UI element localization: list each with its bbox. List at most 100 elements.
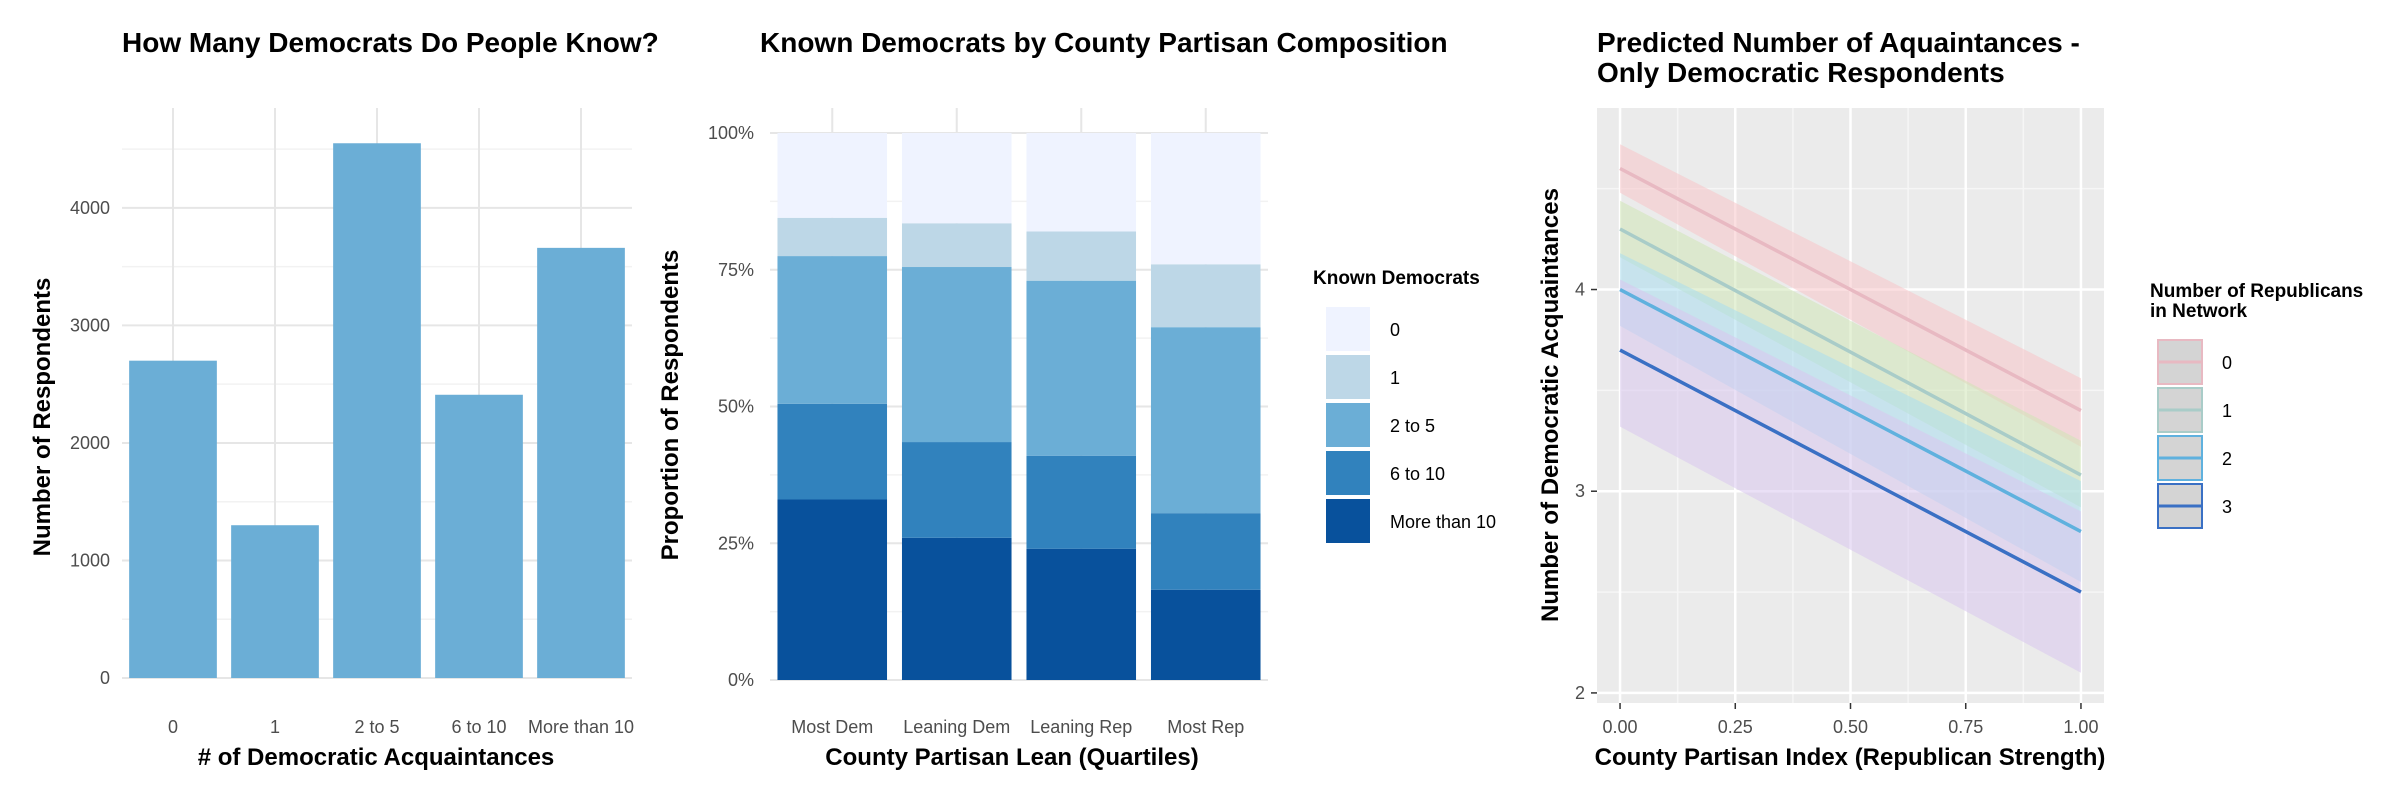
legend-swatch bbox=[1326, 355, 1370, 399]
stacked-bar-segment bbox=[1150, 133, 1261, 265]
chart-1: How Many Democrats Do People Know? 0 1000… bbox=[29, 27, 659, 771]
legend-label: 6 to 10 bbox=[1390, 464, 1445, 484]
chart-2: Known Democrats by County Partisan Compo… bbox=[657, 27, 1496, 771]
chart-2-bars bbox=[777, 133, 1261, 680]
stacked-bar-segment bbox=[901, 133, 1012, 224]
chart-2-y-ticks: 0% 25% 50% 75% 100% bbox=[708, 123, 754, 690]
stacked-bar-segment bbox=[1150, 264, 1261, 328]
stacked-bar-segment bbox=[901, 442, 1012, 538]
chart-3-y-axis-title: Number of Democratic Acquaintances bbox=[1537, 188, 1564, 622]
stacked-bar-segment bbox=[1150, 327, 1261, 514]
chart-3-y-ticks: 2 3 4 bbox=[1575, 280, 1597, 703]
x-tick-label: Most Dem bbox=[791, 717, 873, 737]
x-tick-label: Most Rep bbox=[1167, 717, 1244, 737]
legend-swatch bbox=[1326, 403, 1370, 447]
legend-label: 0 bbox=[1390, 320, 1400, 340]
x-tick-label: 1 bbox=[270, 717, 280, 737]
chart-3-legend-title: Number of Republicans bbox=[2150, 281, 2363, 302]
chart-1-y-ticks: 0 1000 2000 3000 4000 bbox=[70, 198, 110, 688]
confidence-band bbox=[1620, 144, 2081, 447]
y-tick-label: 1000 bbox=[70, 550, 110, 570]
y-tick-label: 3000 bbox=[70, 315, 110, 335]
x-tick-label: 0.25 bbox=[1718, 717, 1753, 737]
stacked-bar-segment bbox=[1150, 513, 1261, 590]
x-tick-label: 0.75 bbox=[1948, 717, 1983, 737]
y-tick-label: 2000 bbox=[70, 433, 110, 453]
x-tick-label: More than 10 bbox=[528, 717, 634, 737]
stacked-bar-segment bbox=[777, 217, 888, 257]
x-tick-label: 0 bbox=[168, 717, 178, 737]
chart-2-y-axis-title: Proportion of Respondents bbox=[657, 250, 684, 561]
chart-3-title-line2: Only Democratic Respondents bbox=[1597, 57, 2005, 88]
y-tick-label: 25% bbox=[718, 533, 754, 553]
legend-swatch bbox=[1326, 451, 1370, 495]
chart-3-confidence-bands bbox=[1620, 144, 2081, 673]
legend-swatch bbox=[1326, 307, 1370, 351]
chart-3-lines bbox=[1619, 166, 2082, 594]
legend-label: 1 bbox=[1390, 368, 1400, 388]
confidence-band bbox=[1620, 279, 2081, 673]
chart-2-title: Known Democrats by County Partisan Compo… bbox=[760, 27, 1448, 58]
x-tick-label: 0.50 bbox=[1833, 717, 1868, 737]
y-tick-label: 2 bbox=[1575, 683, 1585, 703]
stacked-bar-segment bbox=[901, 537, 1012, 680]
chart-2-x-ticks: Most Dem Leaning Dem Leaning Rep Most Rep bbox=[791, 717, 1244, 737]
y-tick-label: 4 bbox=[1575, 280, 1585, 300]
legend-label: 2 bbox=[2222, 449, 2232, 469]
bar bbox=[537, 247, 625, 679]
y-tick-label: 75% bbox=[718, 260, 754, 280]
stacked-bar-segment bbox=[901, 223, 1012, 268]
legend-label: More than 10 bbox=[1390, 512, 1496, 532]
chart-1-x-ticks: 0 1 2 to 5 6 to 10 More than 10 bbox=[168, 717, 634, 737]
legend-label: 2 to 5 bbox=[1390, 416, 1435, 436]
bar bbox=[333, 143, 421, 678]
stacked-bar-segment bbox=[777, 133, 888, 218]
stacked-bar-segment bbox=[901, 267, 1012, 443]
chart-1-y-axis-title: Number of Respondents bbox=[29, 278, 56, 557]
stacked-bar-segment bbox=[1026, 231, 1137, 281]
legend-label: 0 bbox=[2222, 353, 2232, 373]
x-tick-label: 2 to 5 bbox=[354, 717, 399, 737]
x-tick-label: Leaning Dem bbox=[903, 717, 1010, 737]
bar bbox=[435, 394, 523, 678]
stacked-bar-segment bbox=[1026, 133, 1137, 232]
legend-label: 3 bbox=[2222, 497, 2232, 517]
chart-3: Predicted Number of Aquaintances - Only … bbox=[1537, 27, 2363, 771]
stacked-bar-segment bbox=[777, 499, 888, 680]
chart-2-x-axis-title: County Partisan Lean (Quartiles) bbox=[825, 744, 1198, 771]
stacked-bar-segment bbox=[1026, 280, 1137, 456]
stacked-bar-segment bbox=[1150, 589, 1261, 680]
series-line bbox=[1619, 166, 2082, 413]
legend-label: 1 bbox=[2222, 401, 2232, 421]
x-tick-label: Leaning Rep bbox=[1030, 717, 1132, 737]
y-tick-label: 0% bbox=[728, 670, 754, 690]
chart-1-bars bbox=[129, 143, 625, 679]
chart-3-legend: Number of Republicans in Network 0 1 2 3 bbox=[2150, 281, 2363, 529]
y-tick-label: 0 bbox=[100, 668, 110, 688]
series-line bbox=[1619, 287, 2082, 534]
chart-2-legend-title: Known Democrats bbox=[1313, 268, 1480, 289]
stacked-bar-segment bbox=[1026, 455, 1137, 549]
y-tick-label: 4000 bbox=[70, 198, 110, 218]
stacked-bar-segment bbox=[777, 256, 888, 404]
chart-1-x-axis-title: # of Democratic Acquaintances bbox=[198, 744, 555, 771]
stacked-bar-segment bbox=[1026, 548, 1137, 680]
series-line bbox=[1619, 348, 2082, 594]
x-tick-label: 1.00 bbox=[2063, 717, 2098, 737]
y-tick-label: 3 bbox=[1575, 481, 1585, 501]
bar bbox=[231, 525, 319, 678]
chart-3-x-axis-title: County Partisan Index (Republican Streng… bbox=[1595, 744, 2106, 771]
series-line bbox=[1619, 227, 2082, 477]
chart-3-legend-title-line2: in Network bbox=[2150, 301, 2248, 322]
x-tick-label: 6 to 10 bbox=[451, 717, 506, 737]
y-tick-label: 50% bbox=[718, 397, 754, 417]
stacked-bar-segment bbox=[777, 403, 888, 500]
x-tick-label: 0.00 bbox=[1603, 717, 1638, 737]
legend-swatch bbox=[1326, 499, 1370, 543]
bar bbox=[129, 360, 217, 678]
chart-3-title: Predicted Number of Aquaintances - bbox=[1597, 27, 2080, 58]
chart-1-title: How Many Democrats Do People Know? bbox=[122, 27, 659, 58]
y-tick-label: 100% bbox=[708, 123, 754, 143]
chart-2-legend: Known Democrats 0 1 2 to 5 6 to 10 More than… bbox=[1313, 268, 1496, 543]
